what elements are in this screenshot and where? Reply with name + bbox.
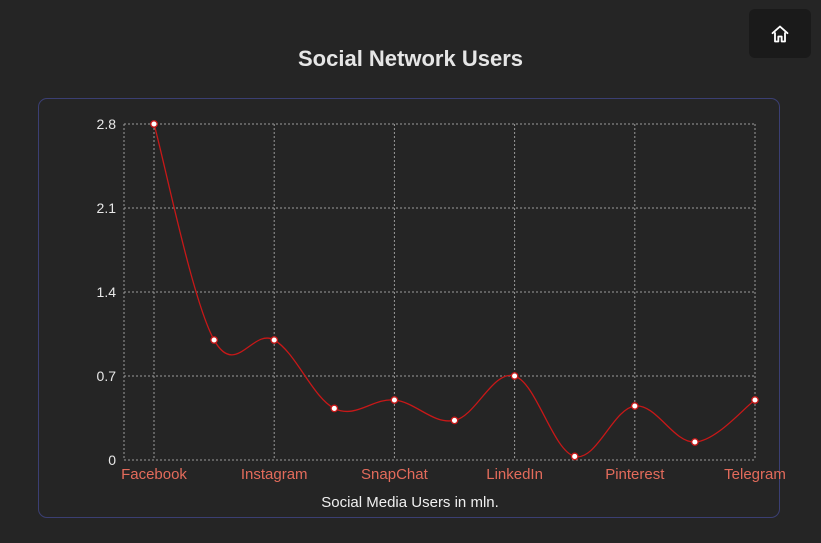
y-tick-label: 0 xyxy=(108,452,116,468)
grid xyxy=(123,123,756,461)
x-tick-label: Facebook xyxy=(121,466,187,483)
x-tick-label: Instagram xyxy=(241,466,308,483)
data-point xyxy=(390,396,399,404)
x-tick-label: LinkedIn xyxy=(486,466,543,483)
y-tick-label: 2.8 xyxy=(97,116,117,132)
data-point xyxy=(150,120,158,128)
y-tick-label: 1.4 xyxy=(97,284,117,300)
y-tick-label: 2.1 xyxy=(97,200,117,216)
x-tick-label: Pinterest xyxy=(605,466,665,483)
data-point xyxy=(630,402,639,410)
home-button[interactable] xyxy=(749,9,811,58)
x-tick-label: Telegram xyxy=(724,466,786,483)
data-point xyxy=(270,336,279,344)
data-point xyxy=(210,336,218,344)
chart-card xyxy=(38,98,780,518)
series-line xyxy=(153,123,756,458)
data-point xyxy=(751,396,759,404)
y-axis-ticks: 0 0.7 1.4 2.1 2.8 xyxy=(97,116,117,468)
data-point xyxy=(510,372,519,380)
chart-title: Social Network Users xyxy=(298,46,523,71)
data-point xyxy=(570,452,579,461)
x-axis-label: Social Media Users in mln. xyxy=(321,494,499,511)
data-points xyxy=(150,120,759,461)
data-point xyxy=(330,404,339,413)
home-icon xyxy=(771,25,789,42)
x-tick-label: SnapChat xyxy=(361,466,429,483)
data-point xyxy=(450,416,459,425)
data-point xyxy=(691,438,699,446)
x-axis-ticks: Facebook Instagram SnapChat LinkedIn Pintere… xyxy=(121,466,786,483)
y-tick-label: 0.7 xyxy=(97,368,117,384)
